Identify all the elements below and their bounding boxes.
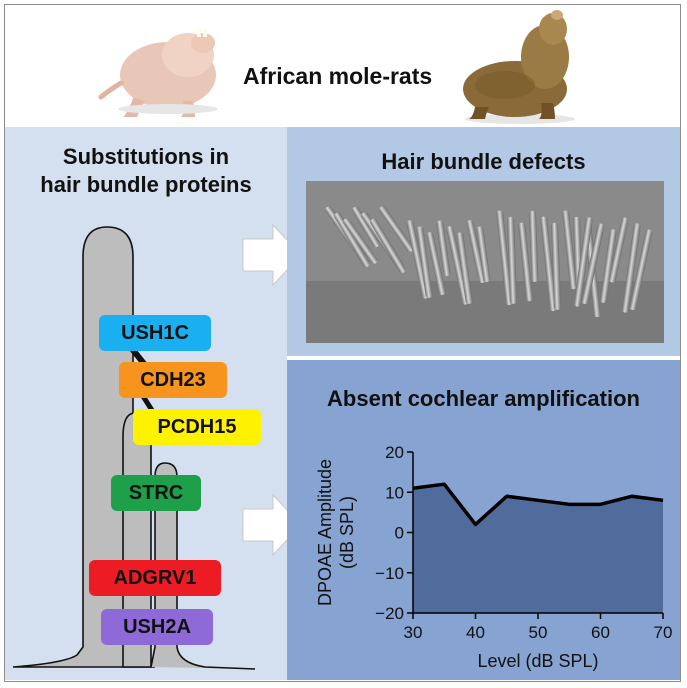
sem-stereocilium	[379, 206, 414, 253]
mole-rat-icon	[463, 10, 575, 124]
sem-stereocilium	[600, 229, 617, 303]
sem-stereocilium	[608, 217, 629, 283]
y-tick-label: −10	[375, 564, 404, 583]
left-heading-line2: hair bundle proteins	[40, 172, 252, 197]
sem-stereocilium	[456, 232, 473, 304]
sem-stereocilium	[581, 223, 605, 305]
y-tick-label: −20	[375, 604, 404, 623]
sem-stereocilium	[343, 218, 378, 265]
sem-stereocilium	[621, 223, 641, 313]
sem-stereocilium	[551, 222, 561, 310]
header: African mole-rats	[5, 5, 679, 127]
chart-area-fill	[413, 484, 663, 613]
x-tick-label: 60	[591, 623, 610, 642]
top-right-panel: Hair bundle defects	[287, 127, 680, 356]
chart-line	[412, 482, 664, 527]
sem-stereocilium	[370, 218, 406, 274]
y-tick-label: 10	[385, 483, 404, 502]
sem-stereocilium	[436, 220, 451, 277]
x-tick-label: 70	[654, 623, 673, 642]
sem-stereocilium	[416, 226, 433, 298]
protein-label-adgrv1: ADGRV1	[89, 560, 221, 596]
sem-stereocilium	[629, 229, 653, 311]
bottom-right-heading: Absent cochlear amplification	[327, 386, 640, 411]
sem-stereocilium	[466, 220, 486, 284]
x-tick-label: 30	[404, 623, 423, 642]
protein-label-ush1c: USH1C	[99, 315, 211, 351]
x-axis-label: Level (dB SPL)	[477, 651, 598, 671]
y-tick-label: 0	[395, 524, 404, 543]
protein-label-pcdh15: PCDH15	[133, 409, 261, 445]
sem-stereocilium	[476, 226, 491, 283]
sem-stereocilium	[352, 206, 380, 248]
sem-stereocilium	[562, 210, 577, 290]
sem-image	[306, 181, 664, 343]
bottom-right-panel: Absent cochlear amplification 20 10 0 −10 −2…	[287, 360, 680, 680]
protein-label-cdh23: CDH23	[119, 362, 227, 398]
sem-stereocilium	[334, 212, 370, 268]
graphical-abstract: African mole-rats Substitutions in hair …	[4, 4, 681, 682]
left-heading-line1: Substitutions in	[62, 144, 230, 169]
top-right-heading: Hair bundle defects	[381, 149, 586, 174]
sem-stereocilium	[507, 216, 517, 304]
left-heading: Substitutions in hair bundle proteins	[5, 143, 287, 199]
sem-stereocilium	[573, 217, 593, 307]
protein-label-strc: STRC	[111, 475, 201, 511]
x-tick-label: 50	[529, 623, 548, 642]
sem-stereocilium	[529, 210, 539, 282]
protein-label-ush2a: USH2A	[101, 609, 213, 645]
sem-stereocilium	[540, 216, 557, 312]
y-axis-label-line2: (dB SPL)	[337, 496, 357, 569]
sem-stereocilium	[426, 232, 446, 296]
y-axis-label-line1: DPOAE Amplitude	[315, 459, 335, 606]
title: African mole-rats	[243, 63, 433, 89]
hair-bundle-diagram	[12, 226, 256, 670]
sem-stereocilium	[496, 210, 513, 306]
sem-micrograph	[306, 181, 664, 343]
naked-mole-rat-icon	[98, 29, 218, 117]
y-tick-label: 20	[385, 443, 404, 462]
left-panel: Substitutions in hair bundle proteins US…	[5, 127, 287, 680]
sem-stereocilium	[518, 222, 533, 302]
x-tick-label: 40	[466, 623, 485, 642]
